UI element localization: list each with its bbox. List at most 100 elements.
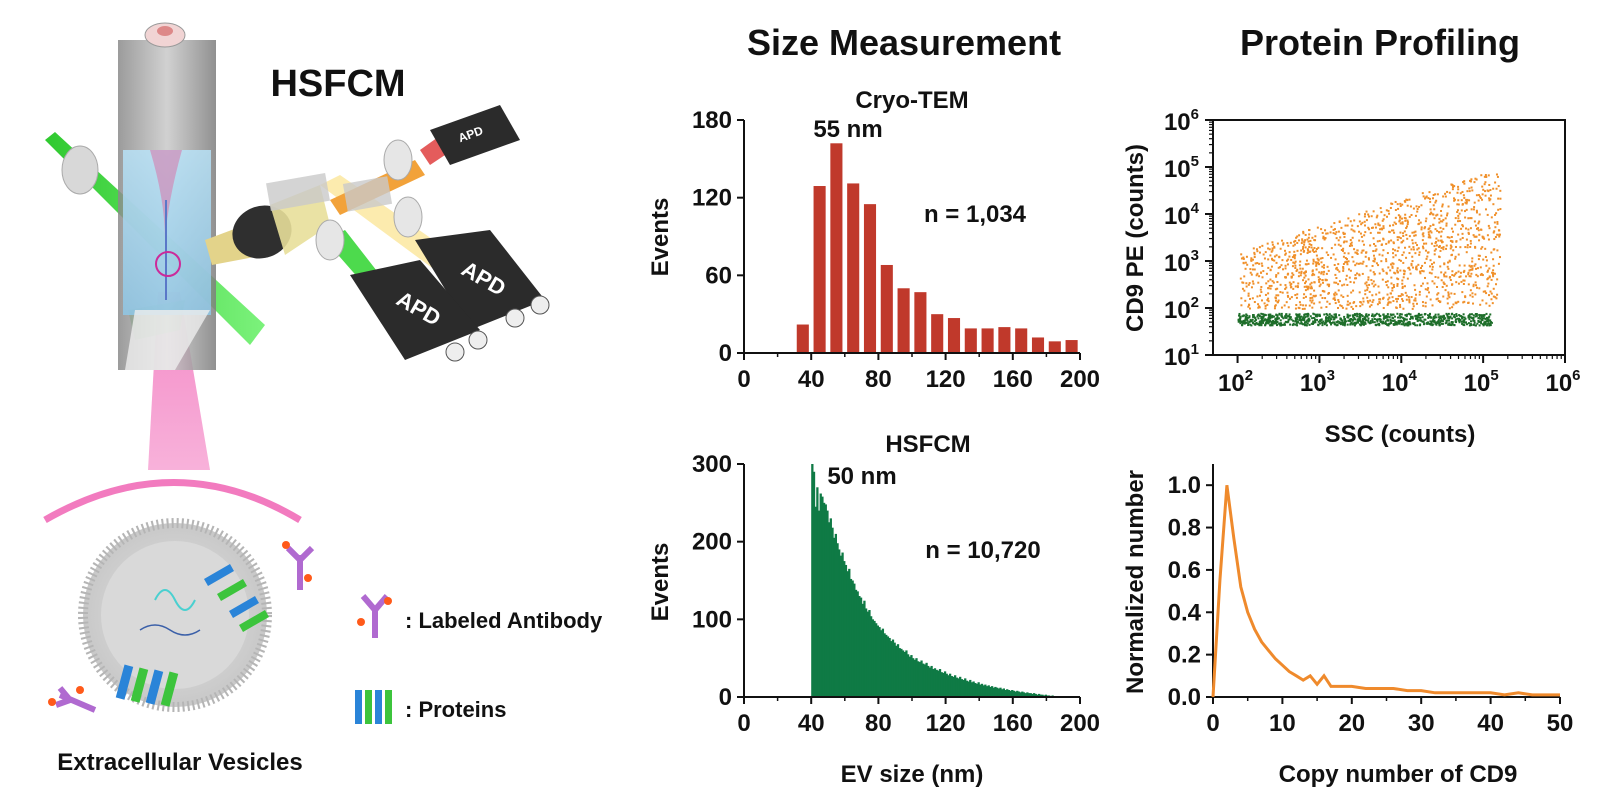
scatter-point-negative <box>1257 317 1260 320</box>
scatter-point-positive <box>1299 253 1302 256</box>
scatter-point-positive <box>1274 299 1277 302</box>
scatter-point-negative <box>1286 321 1289 324</box>
scatter-point-positive <box>1273 307 1276 310</box>
scatter-point-negative <box>1469 313 1472 316</box>
scatter-point-positive <box>1400 217 1403 220</box>
scatter-point-positive <box>1426 251 1429 254</box>
cryo-x-tick-label: 0 <box>737 366 750 393</box>
scatter-point-negative <box>1280 312 1283 315</box>
scatter-point-negative <box>1347 319 1350 322</box>
scatter-point-negative <box>1394 315 1397 318</box>
scatter-point-negative <box>1363 317 1366 320</box>
scatter-point-positive <box>1305 280 1308 283</box>
scatter-point-negative <box>1371 319 1374 322</box>
scatter-point-negative <box>1470 324 1473 327</box>
hsfcm-bar <box>994 686 997 697</box>
scatter-point-positive <box>1409 205 1412 208</box>
scatter-point-negative <box>1444 317 1447 320</box>
scatter-point-positive <box>1440 279 1443 282</box>
scatter-point-negative <box>1341 319 1344 322</box>
scatter-point-positive <box>1373 273 1376 276</box>
scatter-point-positive <box>1398 220 1401 223</box>
scatter-point-negative <box>1419 314 1422 317</box>
scatter-point-positive <box>1475 284 1478 287</box>
scatter-point-negative <box>1245 313 1248 316</box>
scatter-point-positive <box>1450 253 1453 256</box>
scatter-point-positive <box>1485 264 1488 267</box>
scatter-point-positive <box>1439 265 1442 268</box>
scatter-point-positive <box>1328 283 1331 286</box>
scatter-point-positive <box>1457 270 1460 273</box>
scatter-point-positive <box>1339 244 1342 247</box>
scatter-point-negative <box>1441 322 1444 325</box>
scatter-point-positive <box>1428 234 1431 237</box>
scatter-point-positive <box>1408 198 1411 201</box>
scatter-point-negative <box>1379 320 1382 323</box>
scatter-point-positive <box>1243 275 1246 278</box>
scatter-point-positive <box>1435 240 1438 243</box>
scatter-point-positive <box>1392 248 1395 251</box>
scatter-x-tick-label: 104 <box>1382 367 1418 397</box>
scatter-point-positive <box>1437 239 1440 242</box>
scatter-point-positive <box>1431 197 1434 200</box>
scatter-point-positive <box>1433 253 1436 256</box>
scatter-point-positive <box>1362 243 1365 246</box>
scatter-point-negative <box>1484 322 1487 325</box>
scatter-point-positive <box>1392 300 1395 303</box>
scatter-point-positive <box>1298 264 1301 267</box>
scatter-point-positive <box>1387 301 1390 304</box>
scatter-point-negative <box>1335 324 1338 327</box>
scatter-point-positive <box>1457 203 1460 206</box>
scatter-point-negative <box>1461 322 1464 325</box>
scatter-point-positive <box>1450 235 1453 238</box>
scatter-point-positive <box>1395 300 1398 303</box>
scatter-point-positive <box>1336 268 1339 271</box>
scatter-point-positive <box>1467 232 1470 235</box>
scatter-point-positive <box>1371 265 1374 268</box>
scatter-point-negative <box>1269 313 1272 316</box>
scatter-point-positive <box>1460 227 1463 230</box>
hsfcm-bar <box>962 679 965 697</box>
cryo-bar <box>863 204 877 353</box>
scatter-point-positive <box>1366 300 1369 303</box>
scatter-point-positive <box>1374 223 1377 226</box>
scatter-point-positive <box>1450 292 1453 295</box>
scatter-point-negative <box>1442 315 1445 318</box>
scatter-point-positive <box>1389 301 1392 304</box>
scatter-point-negative <box>1453 324 1456 327</box>
scatter-point-positive <box>1341 249 1344 252</box>
hsfcm-bar <box>950 676 953 697</box>
scatter-point-positive <box>1412 248 1415 251</box>
scatter-point-negative <box>1419 316 1422 319</box>
scatter-point-positive <box>1372 299 1375 302</box>
scatter-point-negative <box>1449 323 1452 326</box>
scatter-point-positive <box>1311 274 1314 277</box>
scatter-point-negative <box>1247 322 1250 325</box>
scatter-point-positive <box>1389 269 1392 272</box>
scatter-point-positive <box>1391 289 1394 292</box>
scatter-point-negative <box>1326 314 1329 317</box>
scatter-point-positive <box>1369 231 1372 234</box>
scatter-point-positive <box>1318 278 1321 281</box>
hsfcm-bar <box>881 628 885 697</box>
cryo-x-tick-label: 40 <box>798 366 825 393</box>
scatter-point-positive <box>1492 203 1495 206</box>
scatter-point-positive <box>1481 185 1484 188</box>
scatter-point-negative <box>1369 320 1372 323</box>
scatter-point-positive <box>1333 294 1336 297</box>
hsfcm-histogram: HSFCM 50 nm n = 10,720 Events EV size (n… <box>647 431 1100 788</box>
scatter-point-positive <box>1437 300 1440 303</box>
scatter-point-negative <box>1448 322 1451 325</box>
scatter-point-negative <box>1406 321 1409 324</box>
scatter-point-positive <box>1294 264 1297 267</box>
scatter-point-positive <box>1284 284 1287 287</box>
scatter-point-negative <box>1346 313 1349 316</box>
scatter-point-positive <box>1345 258 1348 261</box>
antibody-on-vesicle-2 <box>48 686 97 713</box>
hsfcm-bar <box>922 663 925 697</box>
scatter-point-positive <box>1304 289 1307 292</box>
scatter-point-negative <box>1373 321 1376 324</box>
scatter-point-negative <box>1384 320 1387 323</box>
scatter-point-positive <box>1305 259 1308 262</box>
scatter-point-positive <box>1439 239 1442 242</box>
